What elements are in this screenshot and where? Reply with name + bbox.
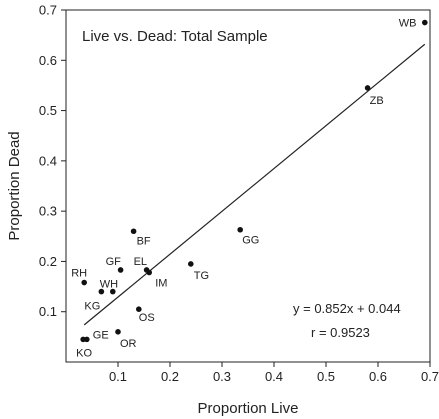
point-label-or: OR: [120, 338, 137, 350]
data-point-bf: [130, 228, 137, 235]
point-label-rh: RH: [71, 268, 87, 280]
point-label-gf: GF: [106, 256, 122, 268]
y-tick-label: 0.1: [39, 304, 57, 319]
x-axis-label: Proportion Live: [198, 400, 299, 417]
y-tick-label: 0.3: [39, 204, 57, 219]
y-tick-label: 0.4: [39, 153, 57, 168]
y-tick-label: 0.5: [39, 103, 57, 118]
fit-line-layer: [83, 43, 426, 326]
data-point-zb: [364, 85, 371, 91]
data-point-os: [136, 306, 142, 313]
regression-equation: y = 0.852x + 0.044: [293, 301, 401, 316]
x-tick-label: 0.3: [213, 369, 231, 384]
point-label-wh: WH: [100, 279, 118, 291]
point-label-bf: BF: [137, 235, 151, 247]
correlation-coefficient: r = 0.9523: [311, 325, 370, 340]
data-point-tg: [188, 261, 194, 267]
point-label-zb: ZB: [370, 95, 384, 107]
y-tick-label: 0.2: [39, 254, 57, 269]
y-tick-label: 0.6: [39, 53, 57, 68]
point-label-gg: GG: [242, 235, 259, 247]
data-point-wb: [422, 19, 428, 26]
point-label-kg: KG: [84, 301, 100, 313]
data-point-el: [143, 267, 150, 273]
point-label-el: EL: [134, 256, 147, 268]
x-tick-label: 0.2: [161, 369, 179, 384]
point-label-im: IM: [155, 277, 167, 289]
data-point-gg: [237, 226, 243, 233]
point-label-ge: GE: [93, 329, 109, 341]
point-label-tg: TG: [194, 270, 209, 282]
x-tick-label: 0.7: [421, 369, 439, 384]
y-tick-label: 0.7: [39, 3, 57, 18]
plot-frame: [65, 9, 431, 363]
point-label-os: OS: [139, 312, 155, 324]
data-point-rh: [81, 279, 87, 286]
data-point-wh: [110, 288, 116, 295]
data-points: [80, 19, 428, 343]
chart-title: Live vs. Dead: Total Sample: [82, 28, 268, 45]
x-tick-label: 0.1: [109, 369, 127, 384]
x-tick-label: 0.6: [369, 369, 387, 384]
y-axis-label: Proportion Dead: [6, 131, 23, 240]
point-label-wb: WB: [399, 18, 417, 30]
regression-line: [83, 43, 426, 326]
x-tick-label: 0.4: [265, 369, 283, 384]
data-point-ko: [80, 336, 86, 343]
x-tick-label: 0.5: [317, 369, 335, 384]
point-label-ko: KO: [76, 347, 92, 359]
data-point-or: [115, 329, 121, 335]
axis-ticks: 0.1 0.2 0.3 0.4 0.5 0.6 0.7 0.1 0.2 0.3 0.4 0.5 0.6 0…: [39, 3, 439, 385]
data-point-gf: [117, 267, 124, 273]
data-point-kg: [98, 288, 105, 295]
